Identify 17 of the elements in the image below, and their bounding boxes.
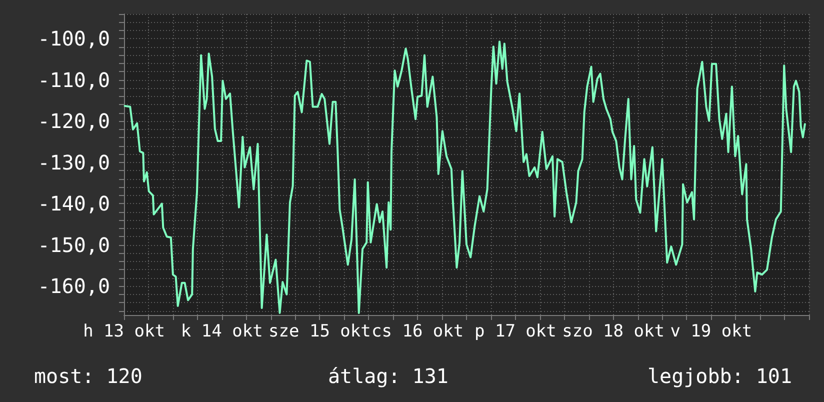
y-tick-label: -160,0 bbox=[38, 274, 110, 298]
x-tick-label: cs 16 okt bbox=[372, 322, 464, 342]
y-tick-label: -140,0 bbox=[38, 192, 110, 216]
x-tick-label: h 13 okt bbox=[83, 322, 165, 342]
text: legjobb: 101 bbox=[648, 364, 792, 388]
y-tick-label: -110,0 bbox=[38, 68, 110, 92]
x-tick-label: p 17 okt bbox=[474, 322, 556, 342]
x-tick-label: sze 15 okt bbox=[268, 322, 371, 342]
y-tick-label: -100,0 bbox=[38, 26, 110, 51]
x-tick-label: k 14 okt bbox=[180, 322, 263, 342]
x-tick-label: szo 18 okt bbox=[562, 322, 664, 342]
text: átlag: 131 bbox=[328, 364, 448, 388]
y-tick-label: -130,0 bbox=[38, 150, 110, 174]
y-tick-label: -150,0 bbox=[38, 232, 110, 257]
y-tick-label: -120,0 bbox=[38, 109, 110, 134]
x-tick-label: v 19 okt bbox=[670, 322, 752, 342]
text: most: 120 bbox=[34, 364, 142, 388]
